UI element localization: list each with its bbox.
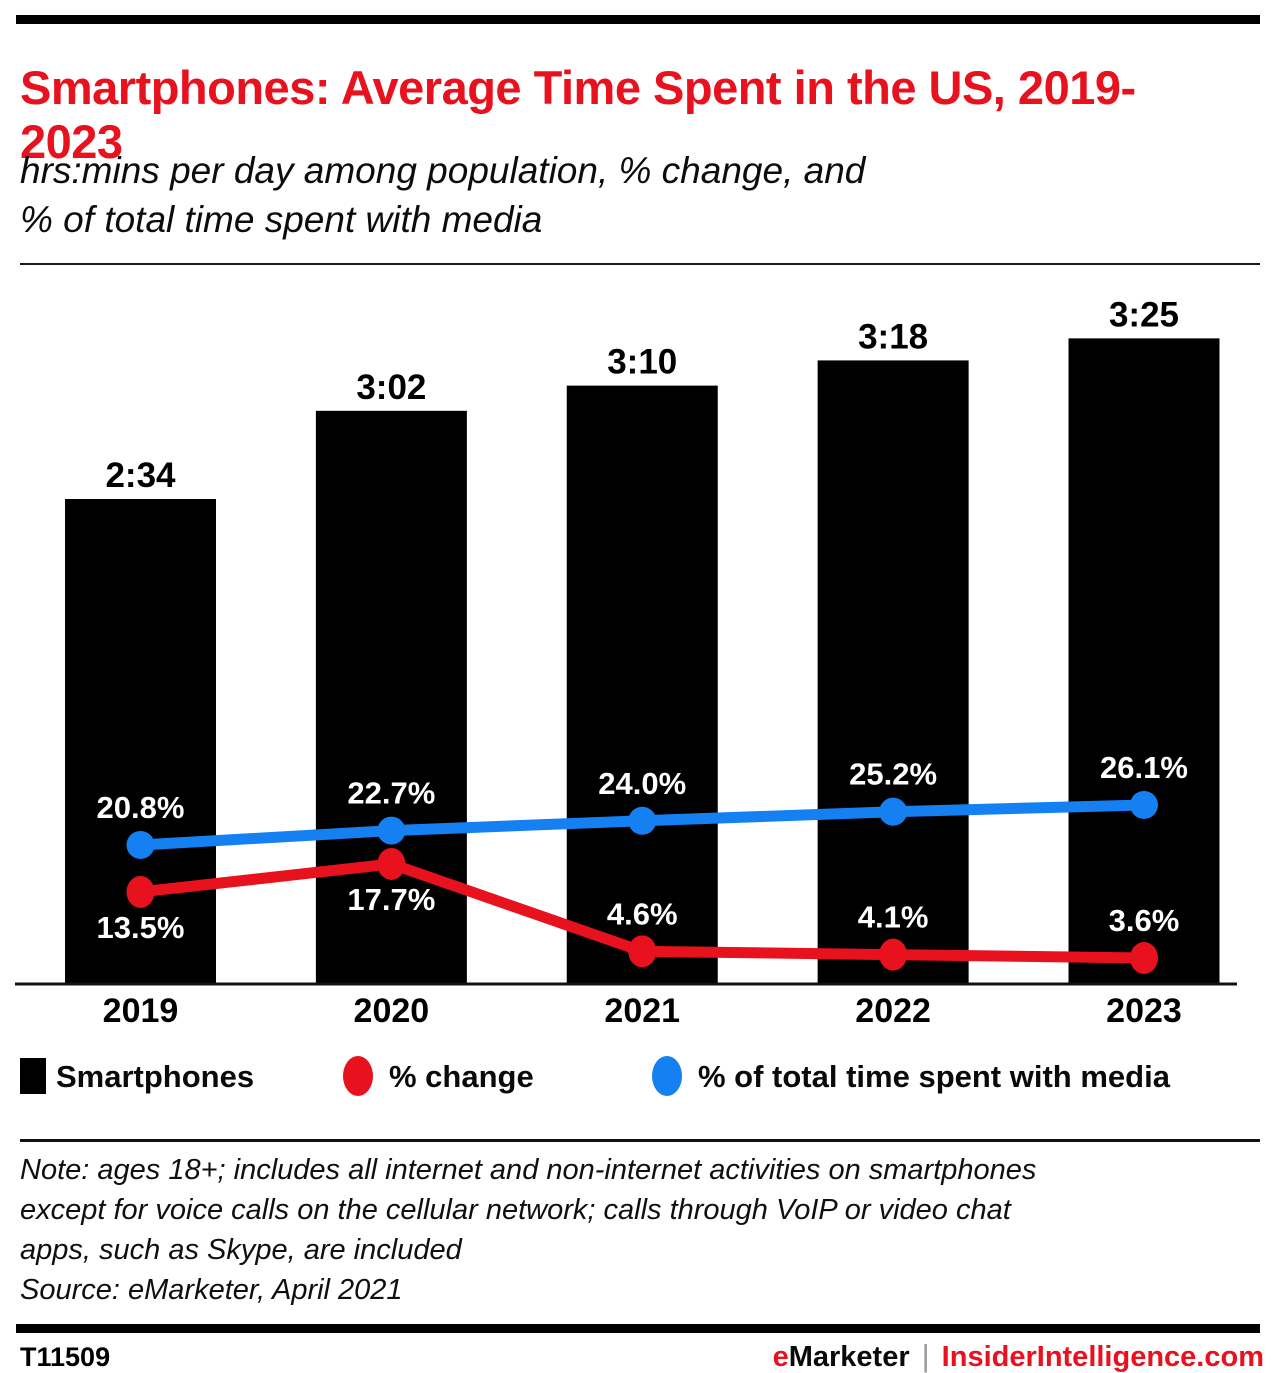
bar-2023 <box>1068 338 1220 984</box>
emarketer-logo-e: e <box>772 1341 789 1373</box>
bar-value-2020: 3:02 <box>356 368 426 407</box>
bar-value-2023: 3:25 <box>1109 295 1179 334</box>
note-source-line: Source: eMarketer, April 2021 <box>20 1274 403 1306</box>
point-change-2021 <box>628 935 657 968</box>
emarketer-logo: eMarketer <box>773 1341 910 1373</box>
chart-note: Note: ages 18+; includes all internet an… <box>20 1150 1260 1310</box>
point-of-total-time-spent-with-media-2021 <box>628 806 657 835</box>
chart-plot-area: 13.5% 17.7% 4.6% 4.1% 3.6% 20.8% 22.7% 24.0% 25.… <box>15 295 1237 1030</box>
subtitle-divider <box>20 263 1260 265</box>
x-tick-2021: 2021 <box>604 992 680 1030</box>
bar-2022 <box>817 360 969 984</box>
x-tick-2019: 2019 <box>103 992 179 1030</box>
point-of-total-time-spent-with-media-2022 <box>879 797 908 826</box>
legend-swatch-of-total-time-spent-with-media <box>652 1056 682 1096</box>
point-change-2022 <box>879 938 908 971</box>
footer-rule-bar <box>16 1324 1260 1333</box>
legend-swatch-smartphones <box>20 1058 46 1094</box>
emarketer-logo-rest: Marketer <box>788 1341 910 1373</box>
point-label-of-total-time-spent-with-media-2021: 24.0% <box>598 766 686 801</box>
top-rule-bar <box>16 15 1260 24</box>
point-of-total-time-spent-with-media-2023 <box>1130 790 1158 819</box>
bar-2020 <box>315 410 467 984</box>
point-change-2019 <box>126 875 155 908</box>
legend-label-smartphones: Smartphones <box>56 1059 255 1094</box>
bar-2021 <box>566 385 718 984</box>
note-line-3: apps, such as Skype, are included <box>20 1234 462 1266</box>
point-change-2020 <box>377 847 406 880</box>
insider-intelligence-link[interactable]: InsiderIntelligence.com <box>941 1341 1264 1373</box>
footer-separator: | <box>921 1338 930 1373</box>
point-label-of-total-time-spent-with-media-2020: 22.7% <box>347 776 435 811</box>
chart-id-code: T11509 <box>20 1342 111 1372</box>
bar-value-2019: 2:34 <box>105 456 176 495</box>
bar-value-2021: 3:10 <box>607 343 677 382</box>
point-label-change-2023: 3.6% <box>1109 903 1180 938</box>
chart-subtitle: hrs:mins per day among population, % cha… <box>20 146 1230 244</box>
point-label-change-2019: 13.5% <box>97 910 185 945</box>
bar-value-2022: 3:18 <box>858 317 928 356</box>
point-change-2023 <box>1130 941 1158 974</box>
note-divider <box>20 1139 1260 1142</box>
chart-subtitle-line1: hrs:mins per day among population, % cha… <box>20 150 866 191</box>
chart-subtitle-line2: % of total time spent with media <box>20 199 543 240</box>
legend-label-of-total-time-spent-with-media: % of total time spent with media <box>698 1059 1170 1094</box>
legend-label-change: % change <box>389 1059 534 1094</box>
point-label-of-total-time-spent-with-media-2019: 20.8% <box>97 790 185 825</box>
point-of-total-time-spent-with-media-2020 <box>377 816 406 845</box>
point-label-of-total-time-spent-with-media-2023: 26.1% <box>1100 750 1188 785</box>
footer-branding: eMarketer | InsiderIntelligence.com <box>773 1338 1264 1373</box>
point-label-change-2021: 4.6% <box>607 896 678 931</box>
point-label-change-2020: 17.7% <box>347 882 435 917</box>
point-label-of-total-time-spent-with-media-2022: 25.2% <box>849 757 937 792</box>
x-tick-2020: 2020 <box>354 992 430 1030</box>
note-line-1: Note: ages 18+; includes all internet an… <box>20 1154 1037 1186</box>
x-tick-2022: 2022 <box>855 992 931 1030</box>
legend-swatch-change <box>343 1056 373 1096</box>
point-label-change-2022: 4.1% <box>858 900 929 935</box>
x-tick-2023: 2023 <box>1106 992 1182 1030</box>
chart-title: Smartphones: Average Time Spent in the U… <box>20 61 1136 169</box>
point-of-total-time-spent-with-media-2019 <box>126 830 155 859</box>
note-line-2: except for voice calls on the cellular n… <box>20 1194 1011 1226</box>
